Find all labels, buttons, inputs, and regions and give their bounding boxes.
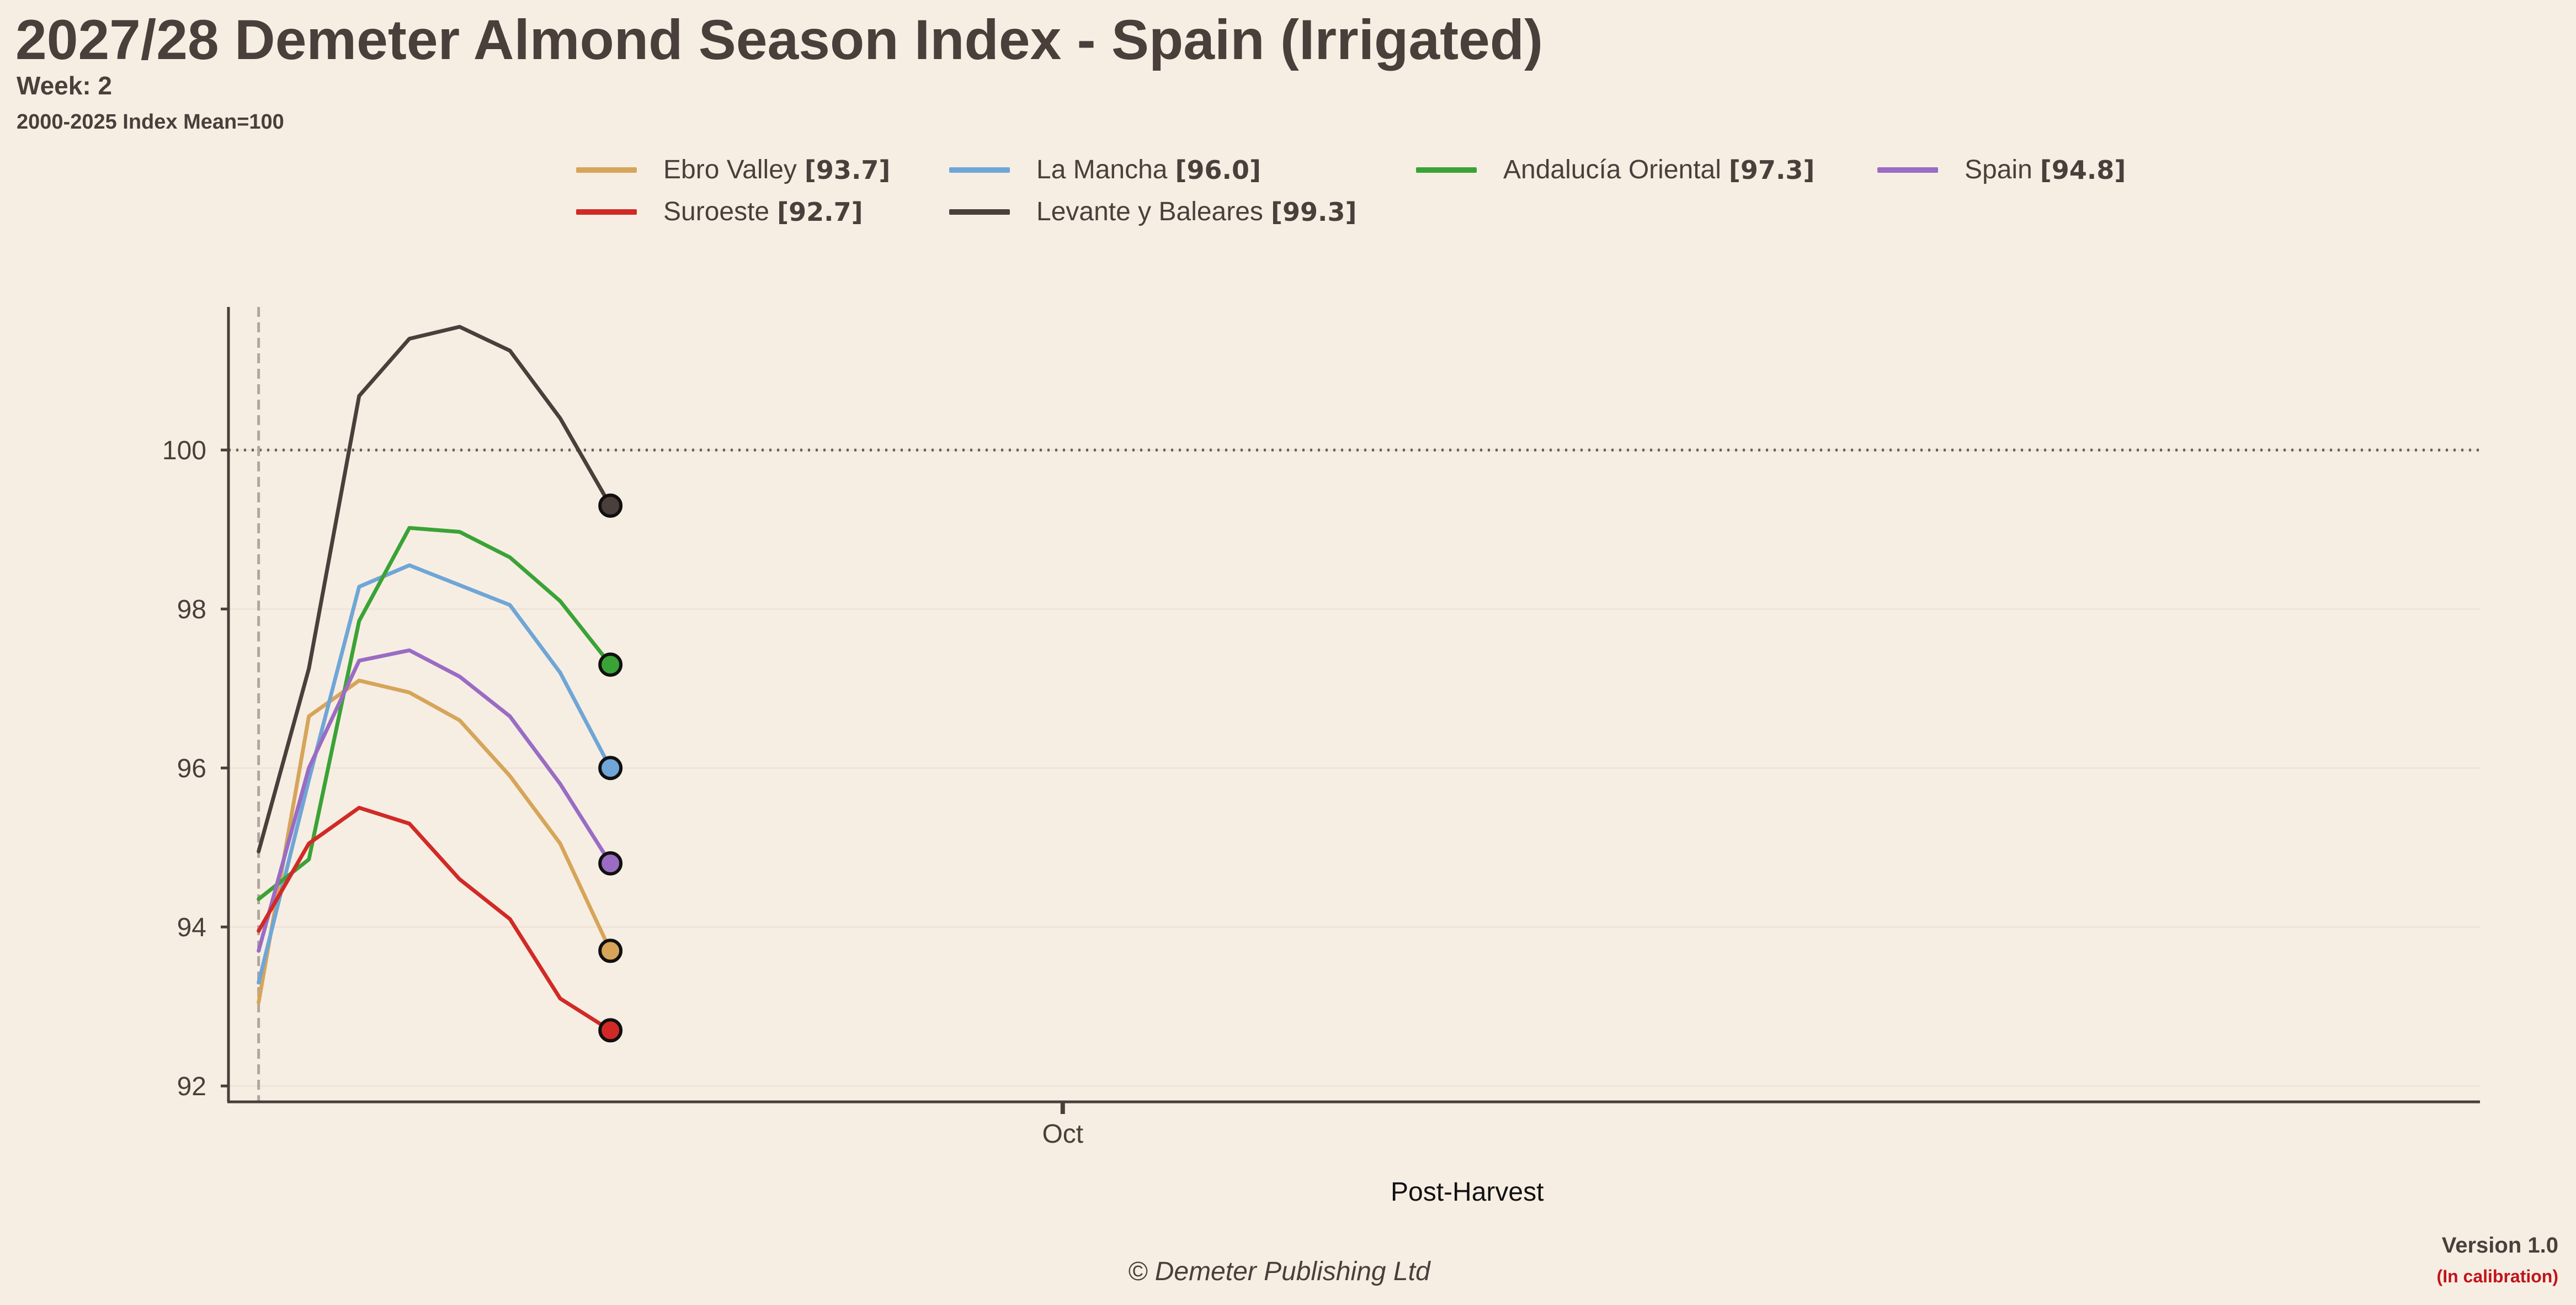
copyright-footer: © Demeter Publishing Ltd [1128,1257,1430,1286]
legend-swatch [576,209,637,215]
legend-label: Andalucía Oriental [1503,155,1721,184]
series-line [257,526,613,901]
legend-value: [97.3] [1728,155,1815,185]
legend-label: La Mancha [1036,155,1168,184]
series-line [257,325,613,853]
legend-label: Ebro Valley [663,155,797,184]
legend-item: Spain [94.8] [1877,155,2126,185]
week-label: Week: 2 [17,71,113,100]
legend-label: Levante y Baleares [1036,197,1263,226]
legend-swatch [576,167,637,173]
legend-swatch [949,209,1010,215]
y-tick-label: 98 [177,595,206,624]
legend-value: [93.7] [804,155,891,185]
legend-swatch [949,167,1010,173]
series-end-point [598,1018,623,1043]
legend-swatch [1416,167,1477,173]
y-tick-label: 92 [177,1072,206,1101]
x-axis-label: Post-Harvest [1391,1177,1544,1207]
legend-item: Andalucía Oriental [97.3] [1416,155,1814,185]
series-end-point [598,494,623,518]
series-end-point [598,652,623,677]
legend-swatch [1877,167,1938,173]
series-end-point [598,756,623,781]
legend-value: [92.7] [777,197,863,227]
legend-value: [96.0] [1175,155,1262,185]
legend-item: Ebro Valley [93.7] [576,155,890,185]
series-line [257,563,613,985]
chart-title: 2027/28 Demeter Almond Season Index - Sp… [15,8,1544,71]
y-tick-label: 96 [177,754,206,783]
y-tick-label: 100 [162,436,206,465]
calibration-note: (In calibration) [2436,1266,2558,1286]
series-line [257,678,613,1005]
legend-value: [99.3] [1270,197,1357,227]
legend-item: La Mancha [96.0] [949,155,1261,185]
legend-item: Levante y Baleares [99.3] [949,197,1356,227]
series-line [257,648,613,953]
series-end-point [598,938,623,963]
legend-item: Suroeste [92.7] [576,197,863,227]
series-line [257,805,613,1032]
legend-label: Suroeste [663,197,770,226]
legend-label: Spain [1965,155,2032,184]
y-tick-label: 94 [177,913,206,942]
x-tick-label: Oct [1042,1120,1083,1149]
index-mean-note: 2000-2025 Index Mean=100 [17,110,284,134]
version-label: Version 1.0 [2441,1233,2558,1258]
series-end-point [598,851,623,876]
legend-value: [94.8] [2040,155,2126,185]
